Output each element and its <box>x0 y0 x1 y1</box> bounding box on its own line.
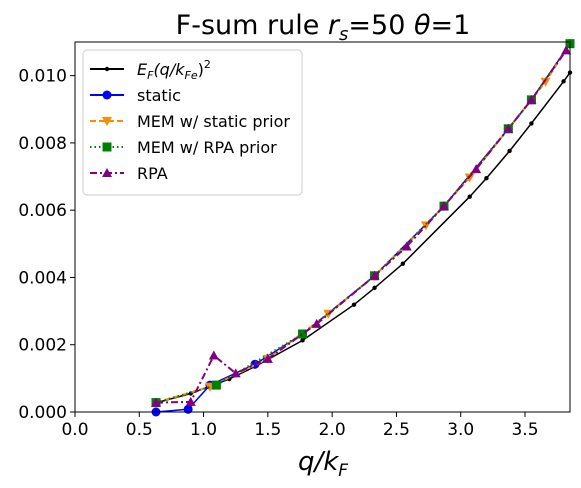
y-tick-label: 0.006 <box>18 201 67 221</box>
data-point <box>208 350 219 360</box>
data-point <box>484 176 489 181</box>
legend-marker <box>102 90 112 100</box>
data-point <box>464 173 475 183</box>
y-tick-label: 0.002 <box>18 336 67 356</box>
data-point <box>529 121 534 126</box>
legend-entry: MEM w/ static prior <box>90 112 290 131</box>
x-tick-label: 2.0 <box>319 420 346 440</box>
x-tick-label: 2.5 <box>383 420 410 440</box>
y-axis: 0.000 0.002 0.004 0.006 0.008 0.010 <box>18 67 75 423</box>
legend-entry: RPA <box>90 164 168 183</box>
data-point <box>262 353 273 363</box>
title-theta-value: =1 <box>431 10 471 41</box>
data-point <box>540 77 551 87</box>
data-point <box>526 94 537 104</box>
data-point <box>401 241 412 251</box>
data-point <box>185 396 196 406</box>
data-point <box>211 380 221 390</box>
legend-marker <box>102 168 112 177</box>
data-point <box>467 194 472 199</box>
title-theta-symbol: θ <box>414 10 431 41</box>
data-point <box>372 285 377 291</box>
legend-label: EF(q/kFe)2 <box>137 58 211 82</box>
data-point <box>351 302 357 307</box>
legend-entry: EF(q/kFe)2 <box>90 58 211 82</box>
data-point <box>311 318 322 328</box>
series-layer <box>151 39 575 417</box>
chart-title: F-sum rule rs=50 θ=1 <box>176 10 471 45</box>
plot-frame <box>74 41 571 413</box>
data-point <box>300 338 305 343</box>
y-tick-label: 0.004 <box>18 268 67 288</box>
x-tick-label: 0.0 <box>61 420 88 440</box>
legend-box <box>82 49 303 196</box>
y-tick-label: 0.000 <box>18 403 67 423</box>
data-point <box>503 123 514 133</box>
x-axis: 0.0 0.5 1.0 1.5 2.0 2.5 3.0 3.5 <box>61 412 539 440</box>
x-axis-label-sub: F <box>338 461 348 481</box>
x-tick-label: 3.5 <box>511 420 538 440</box>
legend: EF(q/kFe)2 static MEM w/ static prior MEM w… <box>82 49 303 196</box>
data-point <box>471 164 482 174</box>
y-tick-label: 0.008 <box>18 134 67 154</box>
legend-marker <box>104 66 110 72</box>
x-tick-label: 3.0 <box>447 420 474 440</box>
data-point <box>561 45 572 55</box>
title-rs-symbol: r <box>328 10 341 41</box>
x-axis-label-main: q/k <box>298 447 339 477</box>
y-tick-label: 0.010 <box>18 67 67 87</box>
data-point <box>230 368 241 378</box>
data-point <box>400 261 406 266</box>
title-rs-subscript: s <box>339 24 348 45</box>
legend-entry: MEM w/ RPA prior <box>90 138 277 157</box>
data-point <box>507 148 512 154</box>
x-tick-label: 0.5 <box>126 420 153 440</box>
legend-label: RPA <box>137 164 168 183</box>
title-rs-value: =50 <box>348 10 414 41</box>
data-point <box>298 329 308 339</box>
legend-label: MEM w/ static prior <box>137 112 290 131</box>
legend-label: MEM w/ RPA prior <box>137 138 277 157</box>
data-point <box>151 397 161 407</box>
legend-label: static <box>137 86 181 105</box>
plot-area <box>151 39 575 417</box>
data-point <box>369 270 380 280</box>
data-point <box>561 79 566 84</box>
x-tick-label: 1.0 <box>190 420 217 440</box>
series-4 <box>151 45 572 407</box>
legend-marker <box>102 142 112 152</box>
x-tick-label: 1.5 <box>254 420 281 440</box>
title-prefix: F-sum rule <box>176 10 328 41</box>
series-line <box>155 43 571 404</box>
legend-entry: static <box>90 86 181 105</box>
legend-marker <box>102 117 112 126</box>
data-point <box>439 201 449 211</box>
x-axis-label: q/kF <box>298 447 348 481</box>
